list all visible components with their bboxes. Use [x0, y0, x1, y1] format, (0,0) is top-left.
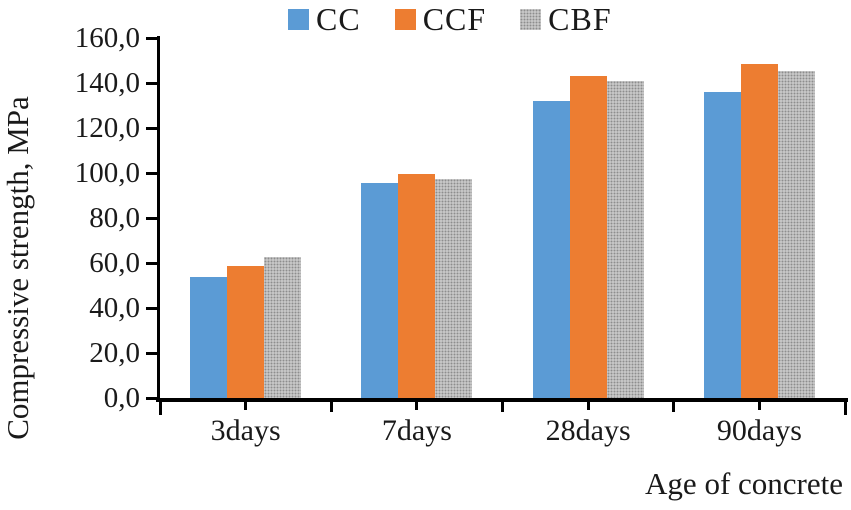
x-tick-mark — [501, 402, 504, 412]
y-tick-mark — [146, 82, 159, 85]
bar-ccf-90days — [740, 63, 778, 398]
x-tick-mark — [672, 402, 676, 412]
legend-item-cbf: CBF — [520, 3, 611, 35]
legend-swatch-ccf — [394, 8, 416, 30]
x-minor-tick-mark — [415, 402, 419, 410]
bar-cbf-7days — [435, 178, 473, 398]
y-tick-label: 100,0 — [74, 157, 140, 189]
x-category-label: 3days — [210, 414, 281, 447]
y-tick-label: 40,0 — [89, 292, 140, 324]
y-tick-label: 60,0 — [89, 247, 140, 279]
y-tick-mark — [146, 37, 159, 40]
y-tick-mark — [146, 307, 159, 310]
legend-swatch-cc — [288, 8, 309, 30]
legend-label-cc: CC — [316, 1, 361, 37]
legend-item-cc: CC — [288, 3, 361, 35]
x-minor-tick-mark — [586, 402, 590, 410]
y-tick-mark — [146, 262, 159, 265]
y-tick-label: 0,0 — [103, 382, 140, 414]
bar-cc-3days — [190, 276, 228, 398]
x-category-label: 90days — [716, 414, 802, 447]
x-tick-mark — [329, 402, 333, 412]
legend-item-ccf: CCF — [394, 1, 487, 37]
y-tick-label: 120,0 — [74, 112, 140, 144]
x-axis — [156, 398, 848, 402]
y-tick-mark — [146, 352, 159, 355]
x-minor-tick-mark — [757, 402, 761, 410]
y-tick-label: 140,0 — [74, 67, 140, 99]
bar-ccf-7days — [398, 174, 436, 398]
x-minor-tick-mark — [244, 402, 248, 410]
x-category-label: 28days — [545, 414, 631, 447]
y-tick-mark — [146, 397, 159, 400]
x-tick-mark — [158, 402, 162, 415]
bar-cc-90days — [703, 92, 741, 398]
y-tick-label: 160,0 — [74, 22, 140, 54]
bar-cc-28days — [532, 101, 570, 398]
bar-cbf-90days — [777, 70, 815, 398]
y-tick-label: 20,0 — [89, 337, 140, 369]
legend: CC CCF CBF — [288, 3, 612, 35]
legend-swatch-cbf — [520, 8, 542, 30]
bar-ccf-28days — [569, 76, 607, 398]
bar-ccf-3days — [227, 266, 265, 398]
x-tick-mark — [843, 402, 847, 415]
y-tick-mark — [146, 217, 159, 220]
legend-label-ccf: CCF — [422, 1, 487, 37]
legend-label-cbf: CBF — [548, 1, 612, 37]
y-tick-label: 80,0 — [89, 202, 140, 234]
y-tick-mark — [146, 127, 159, 130]
x-axis-title: Age of concrete — [645, 466, 843, 501]
bar-cbf-3days — [264, 257, 302, 398]
bar-cbf-28days — [606, 80, 644, 398]
bar-cc-7days — [361, 183, 399, 398]
x-category-label: 7days — [381, 414, 452, 447]
y-tick-mark — [146, 172, 159, 175]
